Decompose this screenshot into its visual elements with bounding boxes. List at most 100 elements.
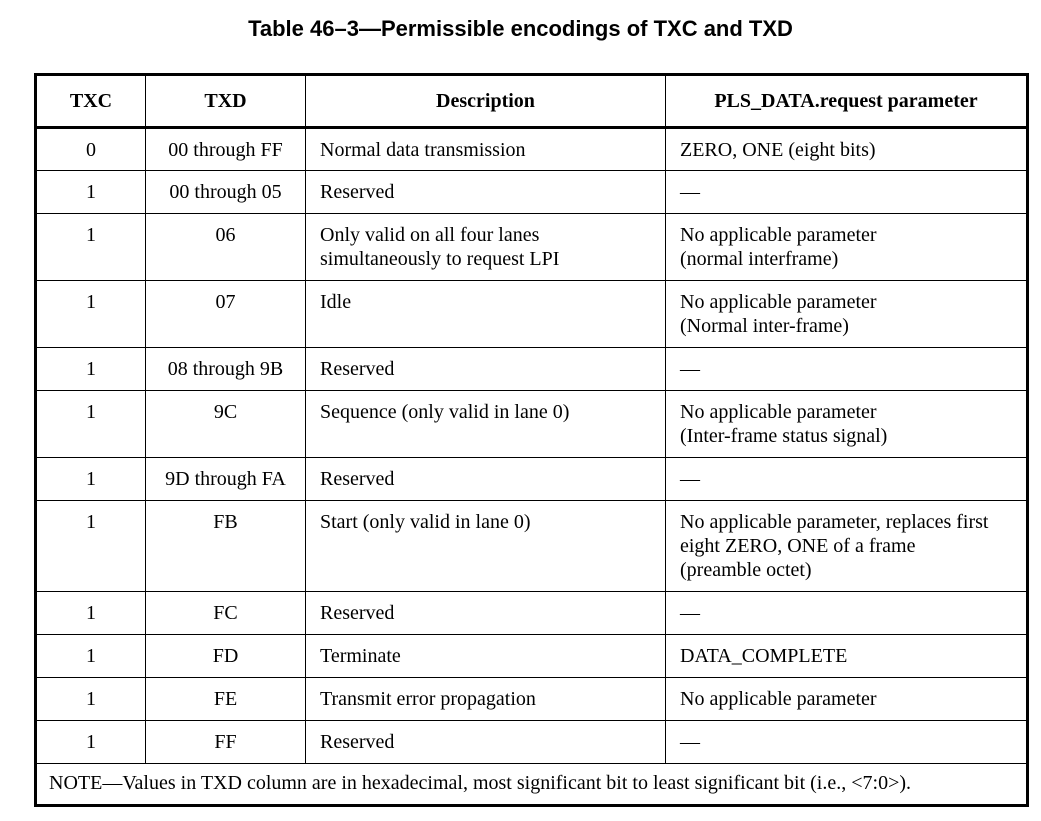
cell-param-line: No applicable parameter [680, 291, 877, 313]
cell-description: Only valid on all four lanes simultaneous… [305, 213, 666, 281]
cell-description: Start (only valid in lane 0) [305, 500, 666, 592]
cell-txc: 1 [35, 347, 146, 391]
header-description: Description [305, 74, 666, 129]
cell-param: — [665, 591, 1028, 635]
cell-txd: FB [145, 500, 306, 592]
cell-param-line: — [680, 731, 700, 753]
cell-txd: FE [145, 677, 306, 721]
cell-param-line: (Inter-frame status signal) [680, 425, 888, 447]
table-row: 1 FD Terminate DATA_COMPLETE [35, 634, 1028, 678]
cell-description: Idle [305, 280, 666, 348]
encodings-table: TXC TXD Description PLS_DATA.request par… [34, 73, 1029, 807]
cell-txc: 1 [35, 500, 146, 592]
table-row: 1 08 through 9B Reserved — [35, 347, 1028, 391]
table-note: NOTE—Values in TXD column are in hexadec… [35, 763, 1028, 806]
note-row: NOTE—Values in TXD column are in hexadec… [35, 763, 1028, 806]
cell-description: Reserved [305, 347, 666, 391]
cell-description-line: Transmit error propagation [320, 688, 536, 710]
table-row: 1 00 through 05 Reserved — [35, 170, 1028, 214]
cell-param: No applicable parameter (Inter-frame stat… [665, 390, 1028, 458]
cell-param-line: (preamble octet) [680, 559, 812, 581]
cell-param: — [665, 170, 1028, 214]
table-body: 0 00 through FF Normal data transmission ZE… [35, 127, 1028, 764]
cell-param-line: (normal interframe) [680, 248, 839, 270]
cell-description-line: Terminate [320, 645, 401, 667]
cell-param-line: No applicable parameter [680, 224, 877, 246]
cell-description-line: Sequence (only valid in lane 0) [320, 401, 570, 423]
cell-description-line: Reserved [320, 468, 395, 490]
cell-description: Sequence (only valid in lane 0) [305, 390, 666, 458]
cell-description-line: Only valid on all four lanes [320, 224, 540, 246]
cell-txc: 1 [35, 677, 146, 721]
cell-param-line: No applicable parameter [680, 688, 877, 710]
cell-description-line: Normal data transmission [320, 139, 526, 161]
table-title: Table 46–3—Permissible encodings of TXC … [248, 16, 793, 41]
cell-txd: 00 through FF [145, 127, 306, 171]
header-param: PLS_DATA.request parameter [665, 74, 1028, 129]
cell-description-line: simultaneously to request LPI [320, 248, 560, 270]
cell-param: No applicable parameter (normal interfram… [665, 213, 1028, 281]
cell-txd: 08 through 9B [145, 347, 306, 391]
cell-txc: 1 [35, 390, 146, 458]
header-row: TXC TXD Description PLS_DATA.request par… [35, 74, 1028, 129]
header-txc: TXC [35, 74, 146, 129]
table-row: 0 00 through FF Normal data transmission ZE… [35, 127, 1028, 171]
cell-param-line: DATA_COMPLETE [680, 645, 848, 667]
cell-description: Reserved [305, 457, 666, 501]
cell-param-line: ZERO, ONE (eight bits) [680, 139, 876, 161]
table-row: 1 06 Only valid on all four lanes simultane… [35, 213, 1028, 281]
cell-txc: 0 [35, 127, 146, 171]
cell-param: No applicable parameter (Normal inter-fra… [665, 280, 1028, 348]
cell-param-line: — [680, 602, 700, 624]
cell-description-line: Reserved [320, 181, 395, 203]
cell-param-line: — [680, 358, 700, 380]
cell-param: No applicable parameter [665, 677, 1028, 721]
cell-description: Normal data transmission [305, 127, 666, 171]
cell-description-line: Idle [320, 291, 352, 313]
table-row: 1 FE Transmit error propagation No applicab… [35, 677, 1028, 721]
cell-txd: FC [145, 591, 306, 635]
table-row: 1 FF Reserved — [35, 720, 1028, 764]
cell-param-line: (Normal inter-frame) [680, 315, 849, 337]
cell-txc: 1 [35, 591, 146, 635]
cell-description: Reserved [305, 720, 666, 764]
cell-param: DATA_COMPLETE [665, 634, 1028, 678]
cell-param: ZERO, ONE (eight bits) [665, 127, 1028, 171]
cell-txc: 1 [35, 213, 146, 281]
cell-txc: 1 [35, 280, 146, 348]
cell-param-line: No applicable parameter [680, 401, 877, 423]
cell-param: — [665, 457, 1028, 501]
cell-txd: 00 through 05 [145, 170, 306, 214]
cell-txd: 9D through FA [145, 457, 306, 501]
cell-txc: 1 [35, 720, 146, 764]
header-txd: TXD [145, 74, 306, 129]
cell-txd: FD [145, 634, 306, 678]
cell-description-line: Reserved [320, 358, 395, 380]
cell-description-line: Reserved [320, 731, 395, 753]
cell-description-line: Start (only valid in lane 0) [320, 511, 531, 533]
cell-txd: 9C [145, 390, 306, 458]
table-row: 1 07 Idle No applicable parameter (Normal in… [35, 280, 1028, 348]
cell-description: Terminate [305, 634, 666, 678]
cell-txd: 06 [145, 213, 306, 281]
cell-param-line: — [680, 468, 700, 490]
table-row: 1 FC Reserved — [35, 591, 1028, 635]
cell-description-line: Reserved [320, 602, 395, 624]
cell-description: Reserved [305, 591, 666, 635]
table-row: 1 9D through FA Reserved — [35, 457, 1028, 501]
cell-param-line: eight ZERO, ONE of a frame [680, 535, 916, 557]
cell-txd: 07 [145, 280, 306, 348]
cell-param-line: No applicable parameter, replaces first [680, 511, 989, 533]
cell-txc: 1 [35, 457, 146, 501]
cell-description: Reserved [305, 170, 666, 214]
cell-param: — [665, 347, 1028, 391]
cell-txc: 1 [35, 170, 146, 214]
cell-txd: FF [145, 720, 306, 764]
cell-param: — [665, 720, 1028, 764]
cell-txc: 1 [35, 634, 146, 678]
table-row: 1 9C Sequence (only valid in lane 0) No app… [35, 390, 1028, 458]
cell-param: No applicable parameter, replaces first e… [665, 500, 1028, 592]
cell-param-line: — [680, 181, 700, 203]
cell-description: Transmit error propagation [305, 677, 666, 721]
table-row: 1 FB Start (only valid in lane 0) No applic… [35, 500, 1028, 592]
